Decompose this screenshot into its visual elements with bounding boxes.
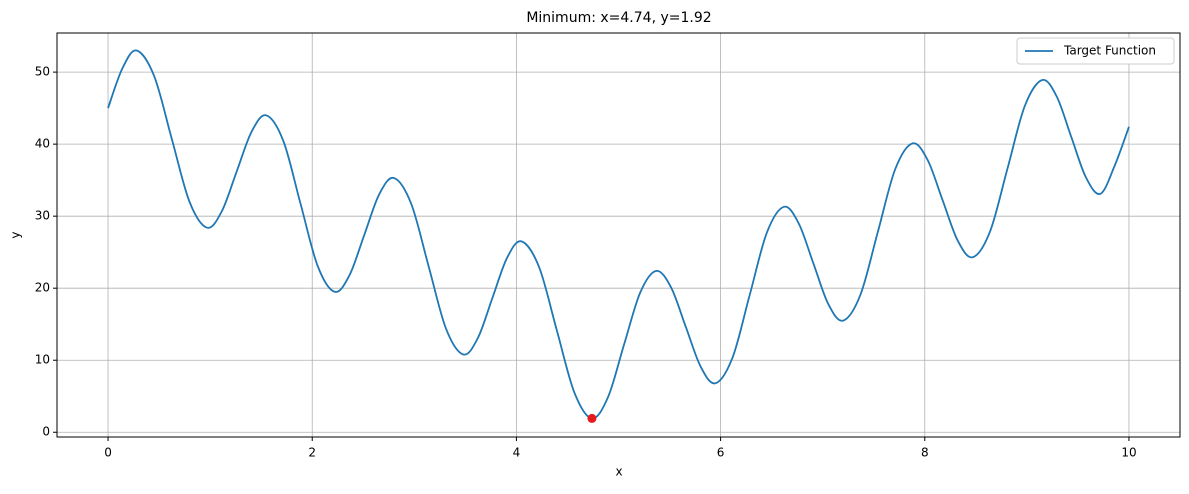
plot-frame	[56, 32, 1181, 438]
legend-box	[1016, 37, 1175, 65]
y-tick-label: 30	[35, 209, 50, 223]
legend-label: Target Function	[1063, 44, 1156, 58]
x-tick-label: 10	[1121, 446, 1136, 460]
y-axis-label: y	[9, 231, 23, 238]
x-tick-label: 0	[104, 446, 112, 460]
x-tick-label: 8	[921, 446, 929, 460]
y-tick-label: 50	[35, 65, 50, 79]
y-tick-label: 0	[42, 425, 50, 439]
minimum-point	[587, 413, 597, 423]
chart-title: Minimum: x=4.74, y=1.92	[526, 10, 711, 26]
y-tick-label: 20	[35, 281, 50, 295]
y-tick-label: 40	[35, 137, 50, 151]
y-tick-label: 10	[35, 353, 50, 367]
x-axis-label: x	[615, 465, 622, 479]
x-tick-label: 6	[717, 446, 725, 460]
x-tick-label: 2	[308, 446, 316, 460]
line-series	[107, 49, 1130, 420]
x-tick-label: 4	[513, 446, 521, 460]
